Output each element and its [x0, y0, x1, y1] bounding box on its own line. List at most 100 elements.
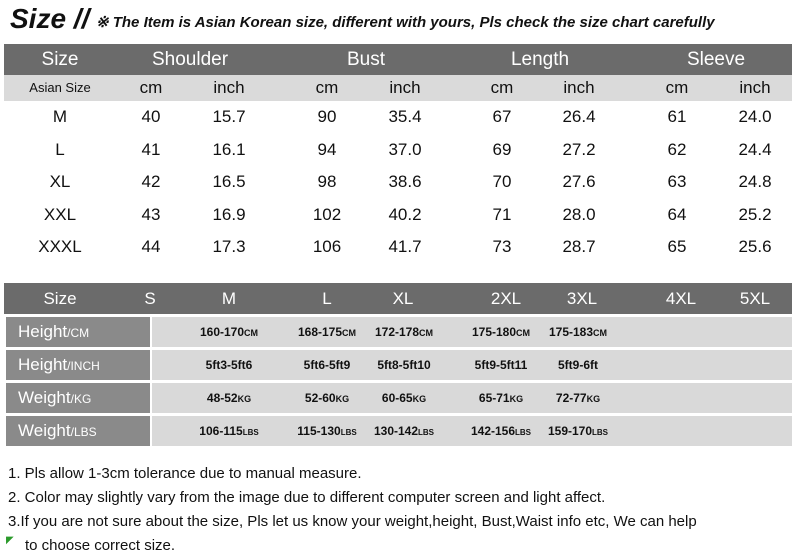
fit-value: 5ft8-5ft10	[377, 358, 431, 372]
fit-row-label: Weight/KG	[6, 383, 150, 413]
fit-table-header: Size S M L XL 2XL 3XL 4XL 5XL	[4, 283, 792, 314]
fit-row-values	[152, 350, 792, 380]
fit-row: Weight/KG 48-52KG 52-60KG 60-65KG 65-71KG 72-…	[6, 383, 792, 413]
size-table-header: Size Shoulder Bust Length Sleeve	[4, 44, 792, 75]
fit-row: Height/CM 160-170CM 168-175CM 172-178CM 175-…	[6, 317, 792, 347]
note-3: 3.If you are not sure about the size, Pl…	[8, 513, 697, 530]
fit-row: Weight/LBS 106-115LBS 115-130LBS 130-142LBS…	[6, 416, 792, 446]
subheader-unit: cm	[315, 78, 339, 97]
measurement-cell: 40	[141, 107, 161, 126]
measurement-cell: 27.2	[562, 139, 596, 159]
fit-row-label-text: Weight	[18, 421, 71, 440]
fit-value-cell: 5ft6-5ft9	[272, 350, 382, 380]
fit-value-unit: CM	[593, 328, 608, 338]
fit-value-cell: 5ft9-6ft	[523, 350, 633, 380]
fit-value: 72-77	[555, 391, 587, 405]
fit-row-label-text: Height	[18, 355, 68, 374]
fit-row-label: Height/INCH	[6, 350, 150, 380]
fit-value-cell: 130-142LBS	[349, 416, 459, 446]
fit-value: 168-175	[297, 325, 343, 339]
fit-header-size: Size	[43, 289, 77, 308]
fit-value-unit: CM	[419, 328, 434, 338]
measurement-cell: 40.2	[388, 204, 422, 224]
size-label: XXL	[43, 204, 77, 224]
measurement-cell: 94	[317, 139, 337, 159]
fit-header-2xl: 2XL	[490, 289, 522, 308]
fit-value-cell: 172-178CM	[349, 317, 459, 347]
fit-value: 5ft9-6ft	[557, 358, 598, 372]
subheader-unit: inch	[563, 78, 595, 97]
measurement-cell: 44	[141, 237, 161, 257]
subheader-unit: cm	[139, 78, 163, 97]
fit-value-unit: LBS	[340, 428, 357, 437]
fit-value-unit: KG	[586, 394, 601, 404]
subheader-unit: cm	[490, 78, 514, 97]
fit-value: 60-65	[381, 391, 413, 405]
fit-value-unit: KG	[412, 394, 427, 404]
measurement-cell: 43	[141, 204, 161, 224]
fit-header-3xl: 3XL	[566, 289, 598, 308]
fit-value-unit: LBS	[592, 428, 609, 437]
fit-value-unit: KG	[335, 394, 350, 404]
fit-value-unit: LBS	[515, 428, 532, 437]
measurement-cell: 102	[312, 204, 342, 224]
fit-value-cell: 175-180CM	[446, 317, 556, 347]
fit-value: 106-115	[199, 424, 243, 438]
fit-value-cell: 48-52KG	[174, 383, 284, 413]
fit-row-label-text: Weight	[18, 388, 71, 407]
fit-value-cell: 72-77KG	[523, 383, 633, 413]
measurement-cell: 26.4	[562, 107, 596, 126]
fit-value-unit: KG	[237, 394, 252, 404]
measurement-cell: 37.0	[388, 139, 422, 159]
note-3-continued: to choose correct size.	[25, 537, 176, 554]
fit-row-label: Height/CM	[6, 317, 150, 347]
header-bust: Bust	[346, 49, 386, 70]
size-row: XXXL 44 17.3 106 41.7 73 28.7 65 25.6	[4, 231, 792, 263]
fit-header-s: S	[144, 289, 156, 308]
fit-value-unit: CM	[342, 328, 357, 338]
header-shoulder: Shoulder	[151, 49, 229, 70]
fit-value-unit: CM	[516, 328, 531, 338]
size-row: L 41 16.1 94 37.0 69 27.2 62 24.4	[4, 134, 792, 166]
header-length: Length	[510, 49, 570, 70]
fit-value-cell: 106-115LBS	[174, 416, 284, 446]
measurement-cell: 24.0	[738, 107, 772, 126]
fit-row: Height/INCH 5ft3-5ft6 5ft6-5ft9 5ft8-5ft10 5…	[6, 350, 792, 380]
measurement-cell: 35.4	[388, 107, 422, 126]
subheader-unit: inch	[739, 78, 771, 97]
header-size: Size	[41, 49, 79, 70]
size-row: XXL 43 16.9 102 40.2 71 28.0 64 25.2	[4, 199, 792, 231]
fit-value-cell: 65-71KG	[446, 383, 556, 413]
fit-value: 5ft3-5ft6	[205, 358, 253, 372]
fit-value-cell: 115-130LBS	[272, 416, 382, 446]
fit-header-m: M	[221, 289, 237, 308]
measurement-cell: 27.6	[562, 172, 596, 192]
fit-value-cell: 5ft3-5ft6	[174, 350, 284, 380]
fit-value: 115-130	[297, 424, 341, 438]
measurement-cell: 42	[141, 172, 161, 192]
fit-value: 52-60	[304, 391, 336, 405]
size-label: L	[55, 139, 65, 159]
note-1: 1. Pls allow 1-3cm tolerance due to manu…	[8, 465, 362, 482]
measurement-cell: 64	[667, 204, 687, 224]
subheader-asian-size: Asian Size	[29, 80, 91, 95]
measurement-cell: 16.9	[212, 204, 246, 224]
measurement-cell: 63	[667, 172, 687, 192]
fit-value: 159-170	[547, 424, 593, 438]
measurement-cell: 28.7	[562, 237, 596, 257]
fit-value-unit: KG	[509, 394, 524, 404]
fit-row-label-unit: /LBS	[70, 425, 97, 439]
fit-value: 65-71	[478, 391, 510, 405]
fit-value: 142-156	[470, 424, 516, 438]
fit-row-values	[152, 383, 792, 413]
fit-value: 48-52	[206, 391, 238, 405]
fit-row-values	[152, 416, 792, 446]
size-disclaimer: ※ The Item is Asian Korean size, differe…	[96, 14, 715, 31]
measurement-cell: 62	[667, 139, 687, 159]
size-row: M 40 15.7 90 35.4 67 26.4 61 24.0	[4, 101, 792, 133]
fit-header-4xl: 4XL	[665, 289, 697, 308]
fit-header-xl: XL	[392, 289, 414, 308]
size-label: XL	[49, 172, 71, 192]
measurement-cell: 24.8	[738, 172, 772, 192]
measurement-cell: 16.1	[212, 139, 246, 159]
